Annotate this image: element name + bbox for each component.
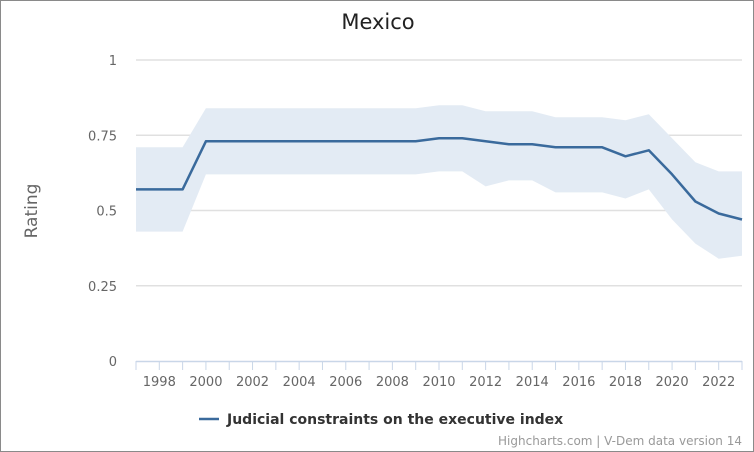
x-tick-label: 2018 [609, 375, 642, 390]
chart-title: Mexico [341, 10, 414, 34]
y-tick-label: 0.25 [88, 280, 117, 295]
y-tick-label: 0 [109, 355, 117, 370]
y-axis-ticks: 0 0.25 0.5 0.75 1 [88, 54, 117, 370]
y-axis-label: Rating [22, 184, 42, 239]
confidence-band [136, 105, 742, 259]
x-tick-label: 2008 [376, 375, 409, 390]
x-axis: 1998 2000 2002 2004 2006 2008 2010 2012 2014 2016… [135, 360, 743, 390]
x-tick-label: 2016 [562, 375, 595, 390]
x-tick-label: 2020 [656, 375, 689, 390]
y-tick-label: 1 [109, 54, 117, 69]
x-tick-label: 2004 [283, 375, 316, 390]
x-tick-label: 2014 [516, 375, 549, 390]
x-tick-label: 2022 [702, 375, 735, 390]
x-tick-label: 2002 [236, 375, 269, 390]
confidence-band-area [136, 105, 742, 259]
series-line-judicial-constraints[interactable] [136, 137, 743, 221]
x-tick-label: 2010 [422, 375, 455, 390]
series-layer [136, 137, 743, 221]
x-tick-label: 2012 [469, 375, 502, 390]
y-tick-label: 0.75 [88, 129, 117, 144]
x-tick-label: 2006 [329, 375, 362, 390]
legend[interactable]: Judicial constraints on the executive in… [199, 412, 563, 428]
y-tick-label: 0.5 [96, 205, 117, 220]
credits-text[interactable]: Highcharts.com | V-Dem data version 14 [498, 434, 742, 448]
x-tick-label: 2000 [189, 375, 222, 390]
legend-series-label[interactable]: Judicial constraints on the executive in… [226, 412, 563, 428]
x-tick-label: 1998 [143, 375, 176, 390]
